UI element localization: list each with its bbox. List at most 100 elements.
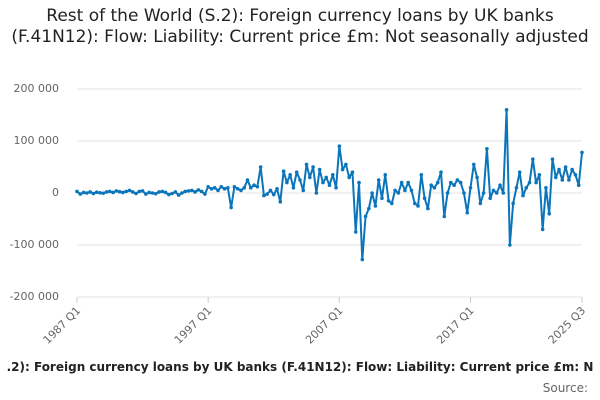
data-point <box>147 190 151 195</box>
data-point <box>124 189 128 194</box>
data-point <box>285 180 289 185</box>
y-tick-label: 100 000 <box>14 134 60 147</box>
x-tick-label: 2025 Q3 <box>546 304 589 347</box>
data-point <box>553 175 558 180</box>
data-point <box>567 178 571 182</box>
data-point <box>229 205 233 210</box>
data-point <box>580 150 584 155</box>
data-point <box>412 201 417 206</box>
data-point <box>406 180 411 185</box>
data-point <box>439 170 443 174</box>
data-point <box>498 183 502 187</box>
data-point <box>334 186 338 190</box>
data-point <box>380 196 384 200</box>
data-point <box>160 189 165 194</box>
data-point <box>170 191 174 196</box>
data-point <box>157 190 161 194</box>
data-point <box>350 170 355 174</box>
data-point <box>94 190 99 195</box>
data-point <box>524 186 529 190</box>
data-point <box>367 206 371 211</box>
data-point <box>144 192 148 196</box>
data-point <box>327 183 332 187</box>
data-point <box>127 188 132 193</box>
data-point <box>517 170 522 174</box>
data-point <box>508 243 512 247</box>
data-point <box>232 184 237 189</box>
data-point <box>488 196 492 200</box>
data-point <box>435 180 440 185</box>
source-text: Source: <box>542 381 588 395</box>
y-tick-label: 0 <box>52 186 59 199</box>
data-point <box>419 173 424 177</box>
data-point <box>504 108 509 112</box>
data-point <box>101 191 106 196</box>
data-point <box>370 191 374 195</box>
data-point <box>340 167 345 172</box>
data-point <box>560 178 565 182</box>
data-point <box>298 178 302 182</box>
data-point <box>301 188 306 193</box>
data-point <box>75 189 79 194</box>
data-point <box>353 230 358 234</box>
data-point <box>180 191 184 195</box>
data-point <box>347 175 351 180</box>
data-point <box>134 191 138 196</box>
data-point <box>252 183 256 187</box>
y-tick-label: 200 000 <box>14 82 60 95</box>
data-point <box>199 189 204 194</box>
data-point <box>344 162 348 167</box>
data-point <box>78 192 83 196</box>
data-point <box>311 165 315 169</box>
data-point <box>540 227 545 232</box>
data-point <box>445 191 450 195</box>
data-point <box>85 191 89 195</box>
data-point <box>458 180 463 185</box>
data-point <box>527 180 532 185</box>
data-point <box>114 189 119 193</box>
data-point <box>262 193 266 198</box>
data-point <box>153 191 158 196</box>
data-point <box>393 188 397 193</box>
y-tick-label: -100 000 <box>10 238 59 251</box>
data-point <box>514 186 519 190</box>
data-point <box>268 188 273 193</box>
data-point <box>314 191 319 195</box>
data-point <box>186 189 191 193</box>
data-point <box>449 180 453 185</box>
data-point <box>173 190 178 194</box>
data-point <box>475 175 479 180</box>
data-point <box>255 184 260 189</box>
data-point <box>308 175 312 180</box>
data-point <box>534 180 538 185</box>
data-point <box>245 178 250 182</box>
data-point <box>494 191 499 195</box>
data-point <box>396 191 401 195</box>
data-point <box>363 214 368 219</box>
data-point <box>550 157 555 161</box>
data-point <box>501 191 506 195</box>
data-point <box>140 189 145 193</box>
data-point <box>511 201 515 206</box>
data-point <box>242 186 247 190</box>
data-point <box>216 188 220 193</box>
data-point <box>163 190 168 195</box>
data-point <box>360 257 365 262</box>
data-point <box>468 186 473 190</box>
data-point <box>373 204 378 208</box>
data-point <box>481 191 486 195</box>
x-tick-label: 2017 Q1 <box>434 304 477 347</box>
data-point <box>98 190 102 195</box>
data-point <box>485 147 489 151</box>
data-point <box>107 189 112 194</box>
data-point <box>239 188 243 193</box>
x-tick-label: 1997 Q1 <box>172 304 215 347</box>
data-point <box>544 186 548 190</box>
data-point <box>324 175 329 180</box>
data-point <box>176 193 181 197</box>
x-tick-label: 2007 Q1 <box>303 304 346 347</box>
footer-text: .2): Foreign currency loans by UK banks … <box>6 360 594 374</box>
data-point <box>291 186 296 190</box>
data-point <box>429 183 433 187</box>
